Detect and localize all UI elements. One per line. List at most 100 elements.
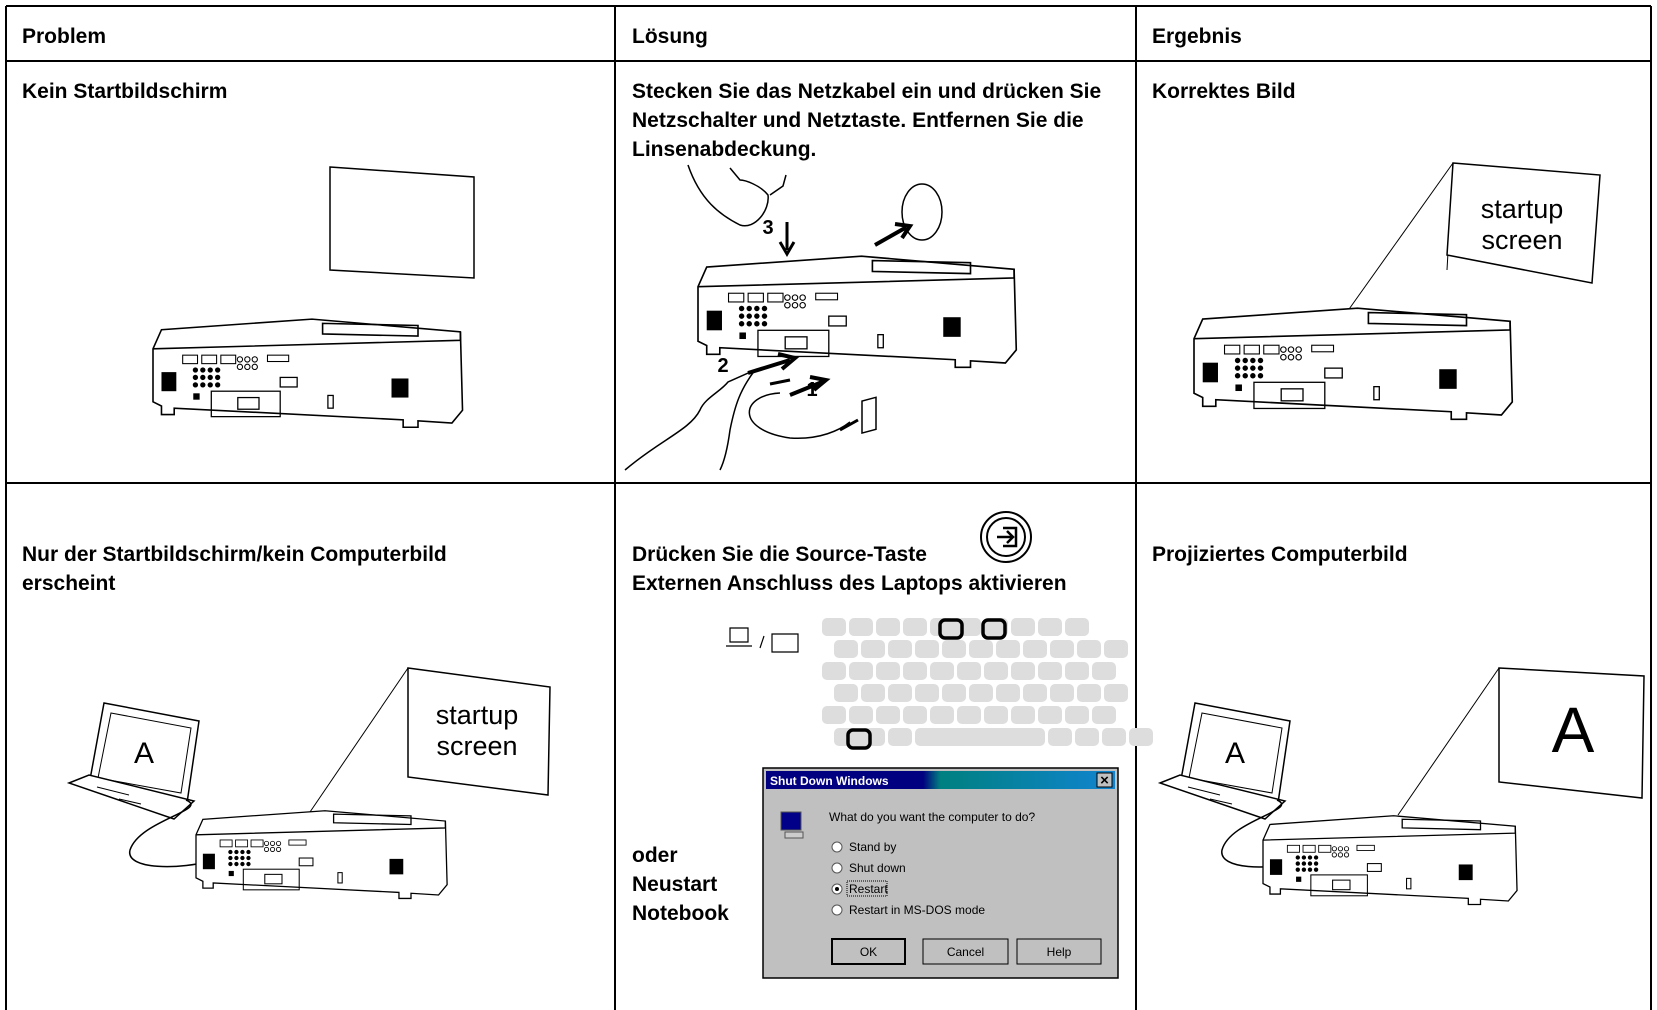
problem: Kein Startbildschirm (22, 80, 228, 103)
projector-lid (321, 322, 419, 337)
port (799, 301, 806, 309)
projector (195, 810, 448, 900)
computer-icon (784, 831, 804, 839)
solution: Stecken Sie das Netzkabel ein und drücke… (632, 80, 1102, 161)
port (1356, 844, 1375, 851)
plug (769, 378, 859, 432)
key (1023, 640, 1047, 658)
key (984, 662, 1008, 680)
projector-vent (1458, 864, 1473, 881)
projector-vent (943, 317, 961, 337)
key (957, 662, 981, 680)
key (834, 640, 858, 658)
port (266, 354, 290, 363)
port (192, 367, 199, 373)
computer-icon (780, 811, 802, 831)
key (1048, 728, 1072, 746)
projector (697, 255, 1018, 369)
key (849, 618, 873, 636)
port (1313, 867, 1319, 872)
blank-screen (329, 166, 475, 279)
port (263, 840, 270, 846)
switch (739, 332, 746, 340)
step-number: 3 (762, 217, 773, 239)
port (228, 855, 233, 861)
power-panel (242, 868, 300, 891)
dialog: Shut Down Windows × What do you want the c… (762, 767, 1119, 979)
port (215, 367, 221, 373)
solution: Externen Anschluss des Laptops aktiviere… (632, 572, 1067, 595)
hand (624, 368, 758, 471)
key (1129, 728, 1153, 746)
problem: Nur der Startbildschirm/kein Computerbil… (22, 543, 447, 595)
port (240, 849, 245, 855)
port (746, 313, 752, 319)
power-panel (1310, 874, 1368, 897)
keyboard (822, 618, 1153, 750)
key (942, 684, 966, 702)
power-socket (264, 873, 283, 885)
dialog-button (831, 938, 906, 965)
port (1286, 844, 1300, 853)
source-glyph (997, 526, 1018, 548)
key (822, 706, 846, 724)
switch (1296, 876, 1302, 882)
radio-label: Stand by (849, 840, 896, 854)
port (215, 382, 221, 388)
indicator (1373, 386, 1380, 401)
screen-text: screen (1481, 225, 1562, 255)
port (1295, 861, 1300, 866)
key (957, 706, 981, 724)
key (849, 706, 873, 724)
projector-lid (871, 259, 972, 275)
port (754, 321, 760, 327)
port (1263, 344, 1280, 355)
key (888, 728, 912, 746)
projector-lid (332, 813, 412, 826)
indicator (1406, 877, 1412, 890)
key (1104, 640, 1128, 658)
key-highlight (938, 618, 964, 640)
port (1295, 353, 1302, 361)
key-highlight (846, 728, 872, 750)
port (1343, 846, 1350, 852)
port (1313, 861, 1319, 866)
header: Lösung (632, 25, 708, 48)
projector (152, 318, 464, 429)
port (1242, 357, 1248, 364)
arrow (874, 222, 914, 247)
key (996, 684, 1020, 702)
port (240, 861, 245, 867)
port (1295, 867, 1300, 872)
dialog-button (1016, 938, 1102, 965)
projector (1262, 815, 1518, 906)
port (220, 354, 237, 365)
projector-edge (195, 821, 447, 836)
port (1234, 357, 1241, 364)
arrow (789, 375, 831, 397)
key (1077, 684, 1101, 702)
port (192, 374, 199, 381)
projector-lid (1401, 818, 1482, 831)
port (1234, 365, 1241, 371)
button-label: Cancel (947, 945, 984, 959)
arrow (747, 352, 800, 375)
port (240, 855, 245, 861)
port (1250, 373, 1256, 379)
port (1257, 373, 1264, 379)
beam (309, 667, 409, 813)
key (1092, 662, 1116, 680)
projector-vent (706, 310, 722, 331)
key (1092, 706, 1116, 724)
projected-letter: A (1552, 694, 1595, 766)
key (1077, 640, 1101, 658)
port (236, 363, 244, 370)
key (915, 684, 939, 702)
power-socket (1332, 879, 1351, 891)
table-grid (5, 5, 1652, 1010)
key (1023, 684, 1047, 702)
laptop: A (66, 702, 200, 820)
power-panel (210, 390, 281, 418)
port (1318, 844, 1332, 853)
